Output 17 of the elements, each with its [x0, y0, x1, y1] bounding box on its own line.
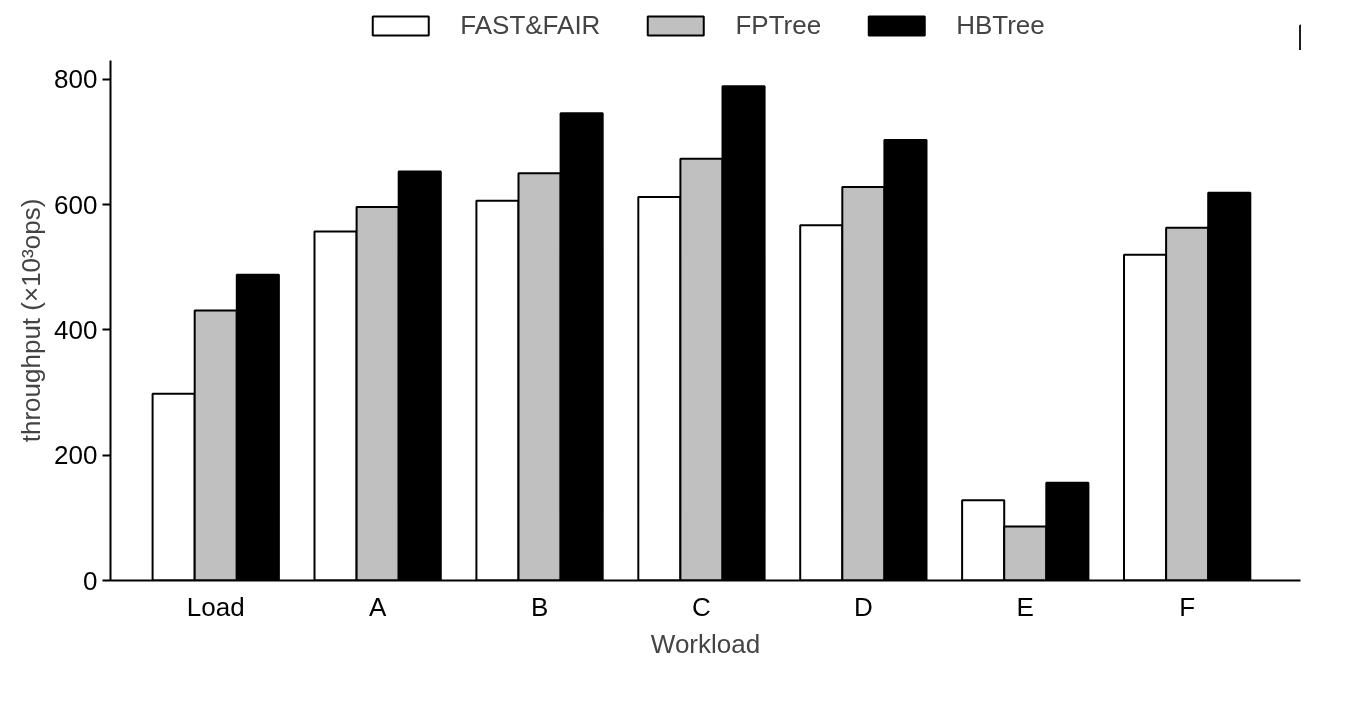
- x-tick-label: B: [530, 591, 549, 622]
- legend-label: FPTree: [735, 9, 822, 41]
- y-tick-label: 0: [83, 565, 98, 596]
- y-tick-label: 400: [54, 314, 98, 345]
- x-tick-label: D: [853, 591, 873, 622]
- x-tick-label: C: [692, 591, 711, 622]
- x-tick-label: Load: [186, 591, 245, 622]
- legend-label: HBTree: [956, 9, 1045, 41]
- y-tick-label: 200: [54, 440, 98, 471]
- x-tick-label: A: [368, 591, 387, 622]
- x-axis-title: Workload: [650, 628, 761, 659]
- x-tick-label: E: [1016, 591, 1034, 622]
- x-tick-label: F: [1179, 591, 1196, 622]
- y-tick-label: 600: [54, 189, 98, 220]
- y-tick-label: 800: [54, 64, 98, 95]
- legend-label: FAST&FAIR: [460, 9, 601, 41]
- y-axis-title: throughput (×10³ops): [16, 198, 47, 443]
